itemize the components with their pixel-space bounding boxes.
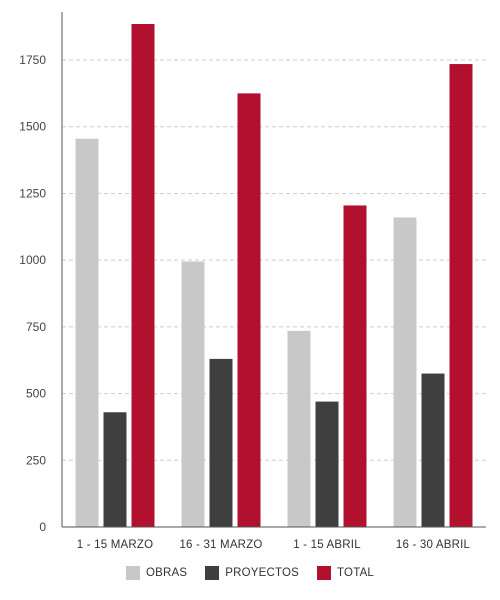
- y-tick-label: 750: [26, 320, 46, 334]
- x-category-label: 16 - 31 MARZO: [179, 539, 262, 551]
- legend-item-total: TOTAL: [317, 566, 374, 580]
- bar-proyectos-3: [315, 401, 339, 527]
- axes: [61, 12, 486, 528]
- bar-obras-4: [393, 217, 417, 528]
- legend-swatch: [125, 566, 140, 580]
- legend-item-proyectos: PROYECTOS: [205, 566, 299, 580]
- bar-proyectos-2: [209, 358, 233, 527]
- y-tick-label: 250: [26, 453, 46, 467]
- x-category-label: 16 - 30 ABRIL: [396, 539, 471, 551]
- y-tick-label: 1500: [19, 120, 46, 134]
- x-category-labels: 1 - 15 MARZO 16 - 31 MARZO 1 - 15 ABRIL 16 …: [77, 539, 471, 551]
- bar-total-1: [131, 24, 155, 527]
- bar-obras-2: [181, 261, 205, 527]
- y-tick-labels: 0 250 500 750 1000 1250 1500 1750: [19, 53, 46, 534]
- x-category-label: 1 - 15 ABRIL: [293, 539, 361, 551]
- legend-swatch: [317, 566, 332, 580]
- bar-total-4: [449, 64, 473, 527]
- bar-total-2: [237, 93, 261, 527]
- bar-obras-1: [75, 138, 99, 527]
- y-tick-label: 1750: [19, 53, 46, 67]
- legend: OBRAS PROYECTOS TOTAL: [0, 566, 500, 580]
- y-tick-label: 500: [26, 387, 46, 401]
- y-tick-label: 1000: [19, 253, 46, 267]
- bar-obras-3: [287, 330, 311, 527]
- bars: [75, 24, 473, 528]
- bar-proyectos-4: [421, 373, 445, 527]
- legend-label: TOTAL: [337, 567, 375, 579]
- legend-label: PROYECTOS: [225, 567, 300, 579]
- bar-total-3: [343, 205, 367, 527]
- bar-proyectos-1: [103, 412, 127, 527]
- legend-label: OBRAS: [145, 567, 188, 579]
- legend-item-obras: OBRAS: [125, 566, 188, 580]
- y-tick-label: 0: [39, 520, 46, 534]
- y-tick-label: 1250: [19, 186, 46, 200]
- legend-swatch: [205, 566, 220, 580]
- x-category-label: 1 - 15 MARZO: [77, 539, 154, 551]
